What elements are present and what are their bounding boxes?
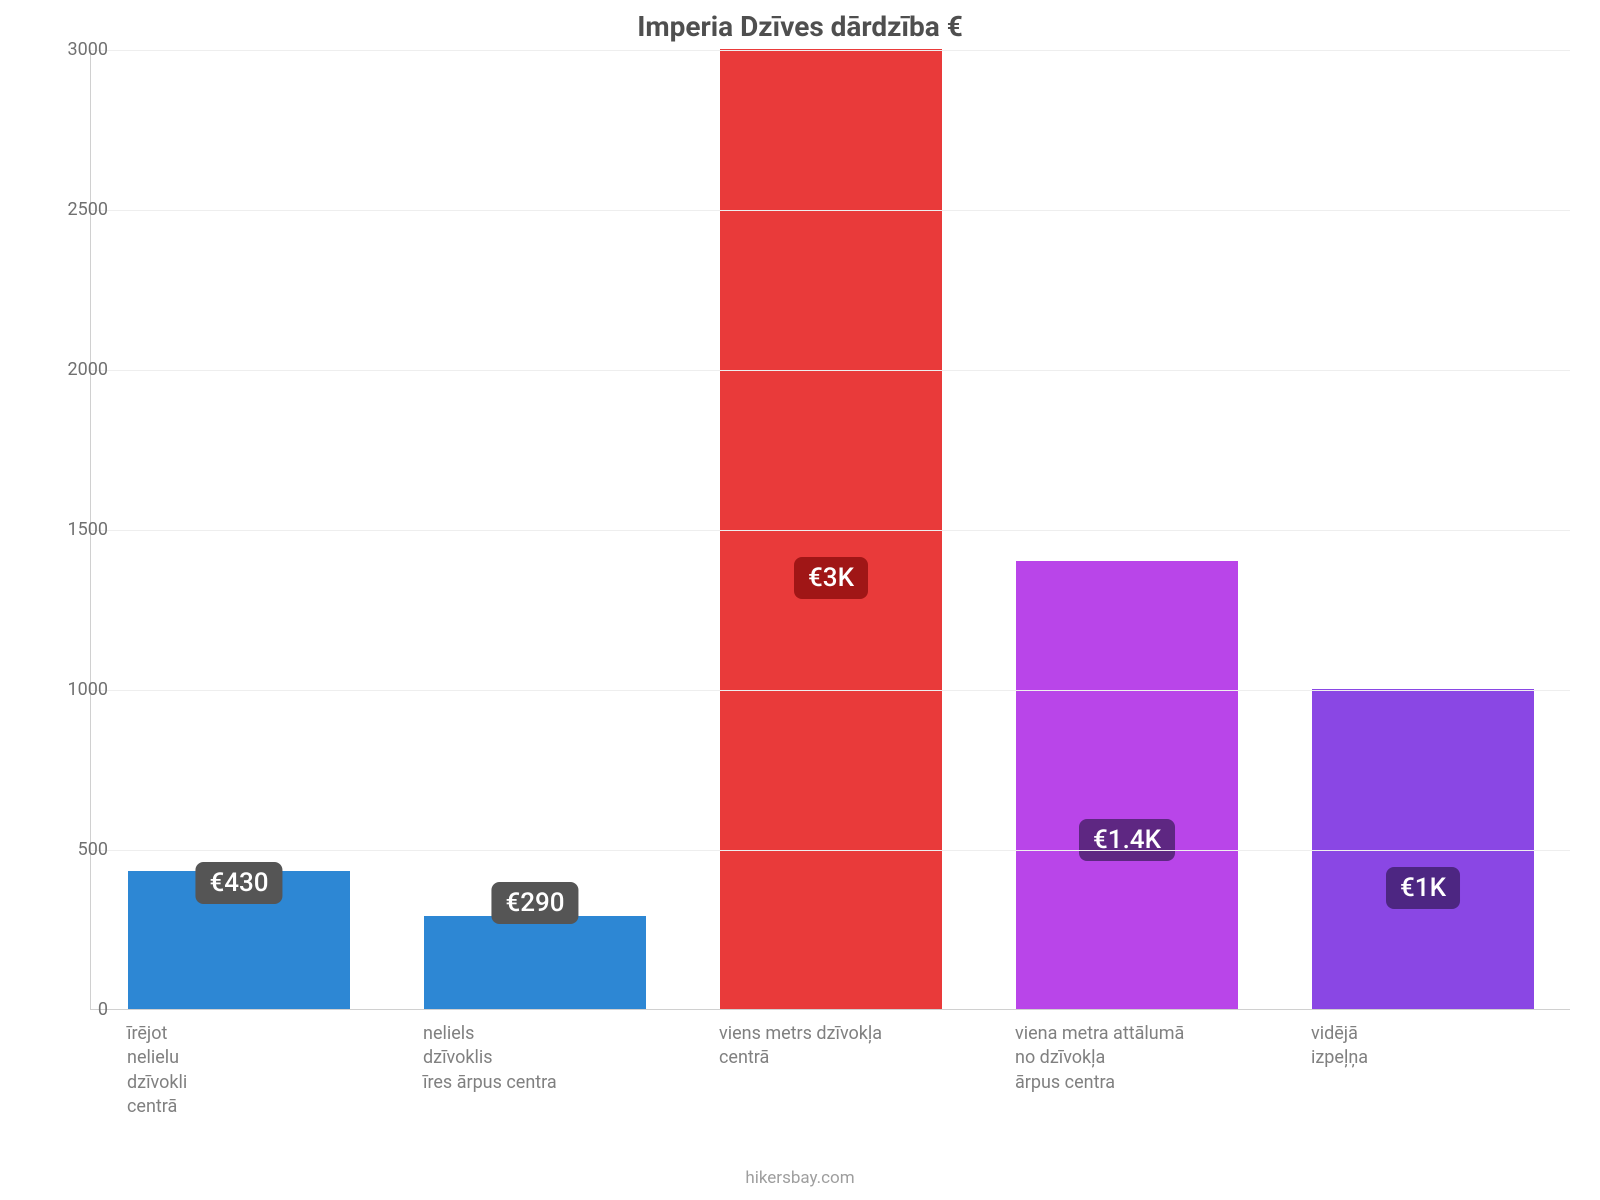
bar-value-label: €3K — [794, 557, 868, 599]
x-tick-label: vidējā izpeļņa — [1311, 1022, 1573, 1071]
bar-value-label: €1.4K — [1079, 819, 1175, 861]
x-tick-label: viens metrs dzīvokļa centrā — [719, 1022, 981, 1071]
gridline — [91, 50, 1570, 51]
bar — [424, 916, 646, 1009]
cost-of-living-chart: Imperia Dzīves dārdzība € €430 €290 €3K €1.… — [0, 0, 1600, 1200]
x-axis-labels: īrējot nelielu dzīvokli centrā neliels dz… — [90, 1022, 1570, 1142]
bar-value-label: €1K — [1386, 867, 1460, 909]
y-tick-label: 2500 — [28, 199, 108, 220]
x-tick-label: viena metra attālumā no dzīvokļa ārpus c… — [1015, 1022, 1277, 1095]
x-tick-label: neliels dzīvoklis īres ārpus centra — [423, 1022, 685, 1095]
gridline — [91, 850, 1570, 851]
plot-area: €430 €290 €3K €1.4K €1K — [90, 50, 1570, 1010]
credit-text: hikersbay.com — [0, 1168, 1600, 1188]
x-tick-label: īrējot nelielu dzīvokli centrā — [127, 1022, 389, 1119]
y-tick-label: 2000 — [28, 359, 108, 380]
bar-value-label: €290 — [491, 882, 578, 924]
gridline — [91, 690, 1570, 691]
chart-title: Imperia Dzīves dārdzība € — [0, 10, 1600, 43]
bar — [720, 49, 942, 1009]
y-tick-label: 1000 — [28, 679, 108, 700]
gridline — [91, 370, 1570, 371]
gridline — [91, 530, 1570, 531]
gridline — [91, 210, 1570, 211]
y-tick-label: 3000 — [28, 39, 108, 60]
bar — [1312, 689, 1534, 1009]
y-tick-label: 500 — [28, 839, 108, 860]
y-tick-label: 1500 — [28, 519, 108, 540]
bar-value-label: €430 — [195, 862, 282, 904]
bar — [1016, 561, 1238, 1009]
y-tick-label: 0 — [28, 999, 108, 1020]
